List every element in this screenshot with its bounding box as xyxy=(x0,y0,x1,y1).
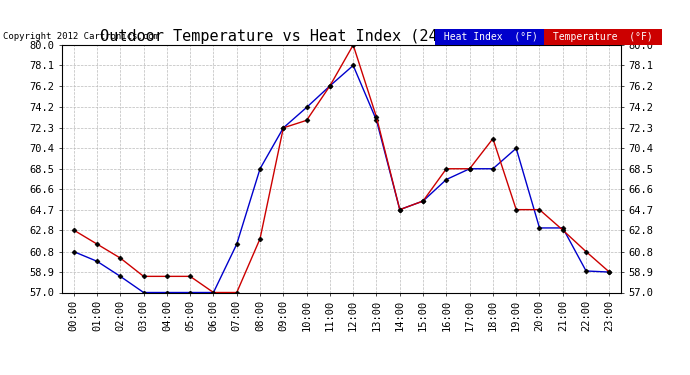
Text: Temperature  (°F): Temperature (°F) xyxy=(547,32,659,42)
Text: Heat Index  (°F): Heat Index (°F) xyxy=(438,32,544,42)
Text: Copyright 2012 Cartronics.com: Copyright 2012 Cartronics.com xyxy=(3,32,159,41)
Title: Outdoor Temperature vs Heat Index (24 Hours) 20120819: Outdoor Temperature vs Heat Index (24 Ho… xyxy=(100,29,583,44)
